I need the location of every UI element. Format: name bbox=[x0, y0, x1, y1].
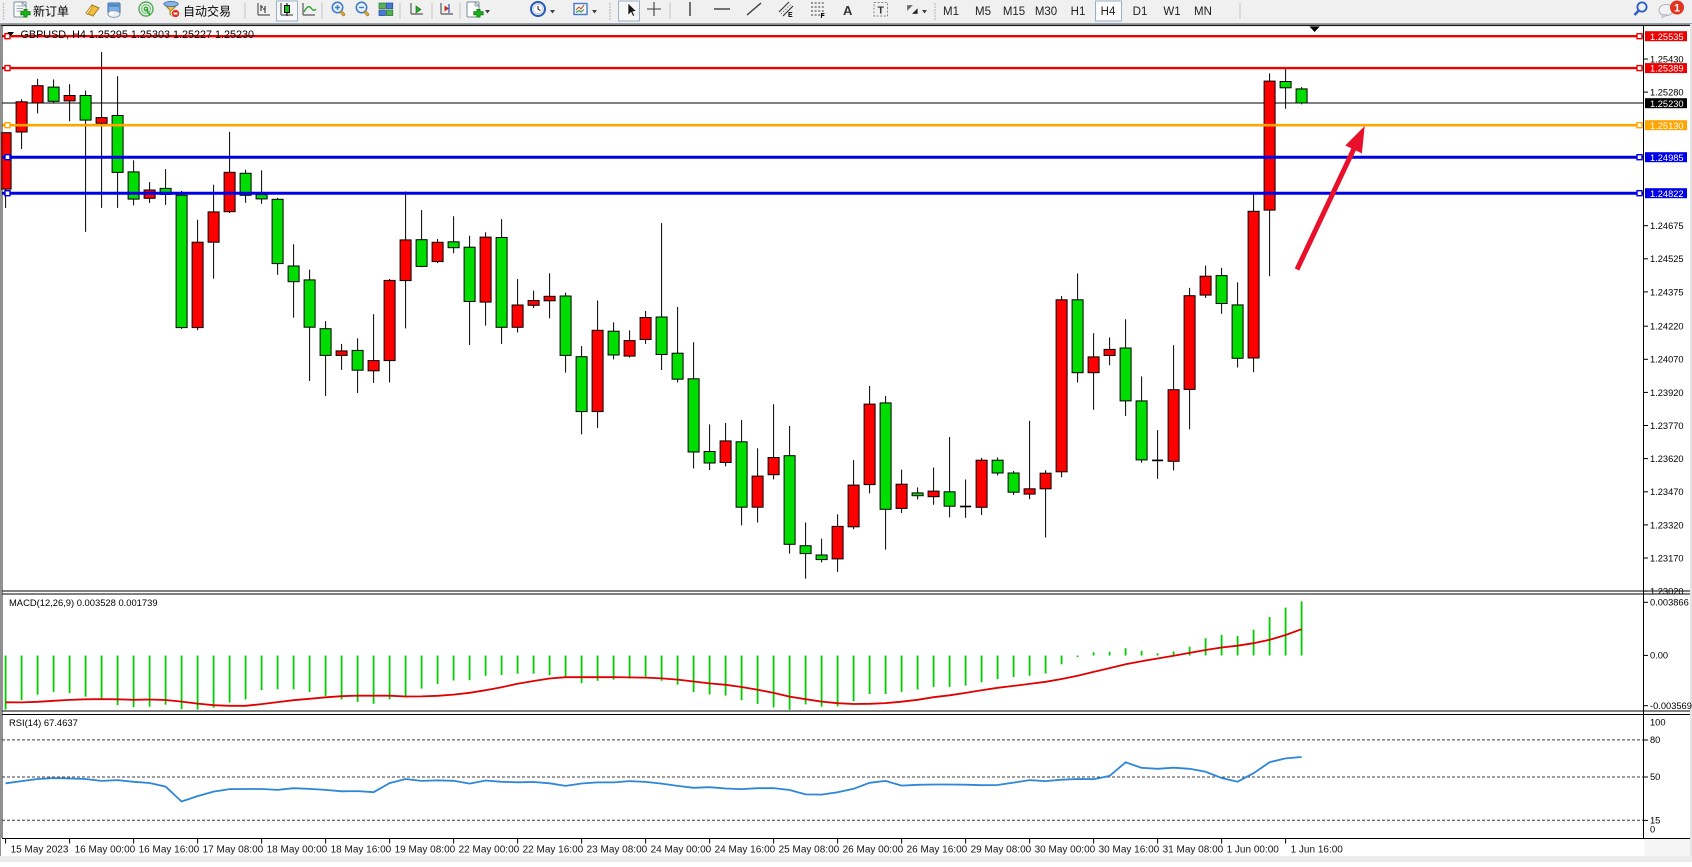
svg-text:1.25230: 1.25230 bbox=[1650, 99, 1684, 109]
svg-text:22 May 16:00: 22 May 16:00 bbox=[523, 845, 584, 856]
svg-text:16 May 00:00: 16 May 00:00 bbox=[75, 845, 136, 856]
svg-text:29 May 08:00: 29 May 08:00 bbox=[971, 845, 1032, 856]
svg-text:24 May 00:00: 24 May 00:00 bbox=[651, 845, 712, 856]
svg-text:17 May 08:00: 17 May 08:00 bbox=[203, 845, 264, 856]
svg-text:1.23920: 1.23920 bbox=[1650, 388, 1684, 398]
svg-text:0: 0 bbox=[1650, 824, 1655, 834]
svg-text:1.25535: 1.25535 bbox=[1650, 32, 1684, 42]
svg-text:1.24070: 1.24070 bbox=[1650, 355, 1684, 365]
svg-text:1.24525: 1.24525 bbox=[1650, 254, 1684, 264]
svg-text:1.23470: 1.23470 bbox=[1650, 487, 1684, 497]
svg-text:26 May 16:00: 26 May 16:00 bbox=[907, 845, 968, 856]
svg-text:1.25280: 1.25280 bbox=[1650, 88, 1684, 98]
svg-text:25 May 08:00: 25 May 08:00 bbox=[779, 845, 840, 856]
svg-text:1.25389: 1.25389 bbox=[1650, 64, 1684, 74]
svg-text:50: 50 bbox=[1650, 772, 1660, 782]
svg-text:26 May 00:00: 26 May 00:00 bbox=[843, 845, 904, 856]
svg-text:MACD(12,26,9) 0.003528 0.00173: MACD(12,26,9) 0.003528 0.001739 bbox=[9, 597, 158, 608]
svg-text:1.24822: 1.24822 bbox=[1650, 189, 1684, 199]
svg-text:80: 80 bbox=[1650, 735, 1660, 745]
svg-text:1.24675: 1.24675 bbox=[1650, 221, 1684, 231]
svg-text:18 May 16:00: 18 May 16:00 bbox=[331, 845, 392, 856]
svg-text:1.23770: 1.23770 bbox=[1650, 421, 1684, 431]
svg-text:1 Jun 16:00: 1 Jun 16:00 bbox=[1291, 845, 1344, 856]
svg-text:24 May 16:00: 24 May 16:00 bbox=[715, 845, 776, 856]
svg-text:100: 100 bbox=[1650, 717, 1666, 727]
svg-text:1.25130: 1.25130 bbox=[1650, 121, 1684, 131]
svg-text:30 May 00:00: 30 May 00:00 bbox=[1035, 845, 1096, 856]
svg-text:1 Jun 00:00: 1 Jun 00:00 bbox=[1227, 845, 1280, 856]
svg-text:1.24985: 1.24985 bbox=[1650, 153, 1684, 163]
svg-text:19 May 08:00: 19 May 08:00 bbox=[395, 845, 456, 856]
svg-text:1.24220: 1.24220 bbox=[1650, 322, 1684, 332]
svg-text:1.23020: 1.23020 bbox=[1650, 587, 1684, 597]
svg-text:1.23620: 1.23620 bbox=[1650, 454, 1684, 464]
svg-text:-0.003569: -0.003569 bbox=[1650, 701, 1692, 711]
svg-text:1.23170: 1.23170 bbox=[1650, 553, 1684, 563]
svg-text:30 May 16:00: 30 May 16:00 bbox=[1099, 845, 1160, 856]
svg-text:0.003866: 0.003866 bbox=[1650, 598, 1689, 608]
svg-text:15 May 2023: 15 May 2023 bbox=[11, 845, 69, 856]
svg-text:18 May 00:00: 18 May 00:00 bbox=[267, 845, 328, 856]
svg-text:1.24375: 1.24375 bbox=[1650, 287, 1684, 297]
svg-text:1.23320: 1.23320 bbox=[1650, 520, 1684, 530]
svg-text:RSI(14) 67.4637: RSI(14) 67.4637 bbox=[9, 717, 78, 728]
svg-text:31 May 08:00: 31 May 08:00 bbox=[1163, 845, 1224, 856]
svg-text:22 May 00:00: 22 May 00:00 bbox=[459, 845, 520, 856]
svg-text:0.00: 0.00 bbox=[1650, 651, 1668, 661]
svg-text:GBPUSD, H4 1.25295 1.25303 1.: GBPUSD, H4 1.25295 1.25303 1.25227 1.252… bbox=[21, 29, 255, 41]
svg-text:16 May 16:00: 16 May 16:00 bbox=[139, 845, 200, 856]
svg-text:23 May 08:00: 23 May 08:00 bbox=[587, 845, 648, 856]
